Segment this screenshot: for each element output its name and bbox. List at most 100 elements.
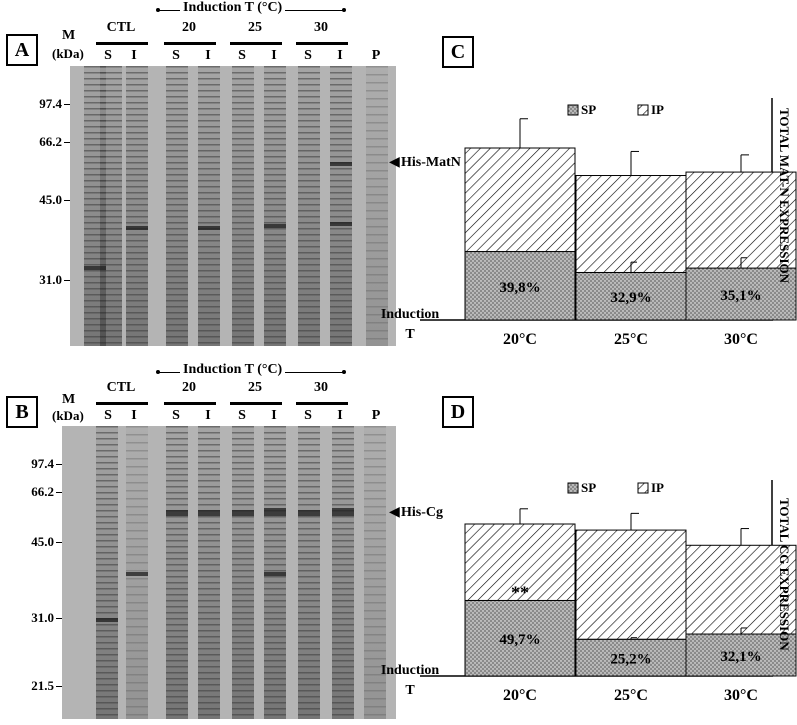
gel-lane: [298, 426, 320, 719]
group-bar-30-b: [296, 402, 348, 405]
marker-tick: [64, 104, 70, 105]
legend-swatch-sp: [567, 104, 579, 116]
gel-band: [126, 572, 148, 576]
bar-sp: [575, 271, 687, 321]
x-axis-label-line1: Induction: [381, 663, 440, 678]
lane-label: I: [337, 408, 343, 423]
group-bar-ctl-b: [96, 402, 148, 405]
side-label-d: TOTAL CG EXPRESSION: [777, 498, 792, 651]
marker-tick: [56, 464, 62, 465]
group-label-20-b: 20: [182, 380, 196, 395]
gel-lane: [232, 426, 254, 719]
panel-label-a: A: [6, 34, 38, 66]
gel-band: [264, 572, 286, 576]
legend-swatch-sp: [567, 482, 579, 494]
group-bar-30-a: [296, 42, 348, 45]
gel-band: [298, 510, 320, 516]
lane-label: I: [131, 48, 137, 63]
significance-annotation: **: [511, 582, 529, 602]
marker-tick: [64, 142, 70, 143]
marker-label: 97.4: [31, 456, 54, 471]
bracket-dot-right-b: [342, 370, 346, 374]
lane-label: S: [172, 48, 180, 63]
gel-lane: [126, 66, 148, 346]
x-tick-label: 25°C: [614, 331, 648, 348]
gel-lane: [298, 66, 320, 346]
lane-label: S: [304, 48, 312, 63]
gel-image-a: [70, 66, 396, 346]
marker-label: 66.2: [31, 484, 54, 499]
group-bar-25-b: [230, 402, 282, 405]
legend-label-ip: IP: [651, 480, 664, 495]
gel-band: [232, 510, 254, 516]
marker-tick: [64, 200, 70, 201]
lane-label: S: [104, 48, 112, 63]
lane-label: P: [371, 408, 381, 423]
lane-label: S: [172, 408, 180, 423]
panel-label-c: C: [442, 36, 474, 68]
bar-percent-label: 35,1%: [720, 288, 761, 304]
lane-label: I: [131, 408, 137, 423]
bar-ip: [464, 147, 576, 253]
marker-label: 45.0: [39, 192, 62, 207]
lane-label: I: [271, 48, 277, 63]
group-bar-ctl-a: [96, 42, 148, 45]
group-label-ctl-a: CTL: [106, 20, 136, 35]
lane-label: I: [205, 408, 211, 423]
bar-sp: [685, 633, 797, 677]
lane-label: P: [371, 48, 381, 63]
chart-d: SP IP 49,7% 20°C 25,2% 25°C 32,1% 30°C ** Inducti…: [381, 480, 797, 704]
bar-percent-label: 32,9%: [610, 290, 651, 306]
bar-sp: [575, 638, 687, 677]
gel-band: [330, 222, 352, 226]
gel-image-b: [62, 426, 396, 719]
bracket-dot-left-b: [156, 370, 160, 374]
x-axis-label-line2: T: [405, 327, 415, 342]
panel-label-d: D: [442, 396, 474, 428]
lane-label: S: [104, 408, 112, 423]
x-tick-label: 30°C: [724, 687, 758, 704]
lane-label: I: [337, 48, 343, 63]
group-label-30-a: 30: [314, 20, 328, 35]
induction-title-a: Induction T (°C): [180, 0, 286, 16]
bar-percent-label: 25,2%: [610, 652, 651, 668]
lane-label: I: [271, 408, 277, 423]
gel-lane: [332, 426, 354, 719]
protein-label-a: His-MatN: [401, 155, 461, 170]
legend-label-sp: SP: [581, 480, 596, 495]
lane-label: I: [205, 48, 211, 63]
marker-tick: [56, 618, 62, 619]
lane-label: S: [238, 48, 246, 63]
marker-tick: [64, 280, 70, 281]
gel-band: [126, 226, 148, 230]
lane-label: S: [238, 408, 246, 423]
group-label-25-a: 25: [248, 20, 262, 35]
group-label-25-b: 25: [248, 380, 262, 395]
gel-lane: [232, 66, 254, 346]
gel-band: [84, 266, 106, 270]
arrow-icon: ◀: [389, 155, 400, 170]
gel-lane: [198, 426, 220, 719]
bar-percent-label: 32,1%: [720, 649, 761, 665]
marker-label: 31.0: [31, 610, 54, 625]
gel-band: [198, 510, 220, 516]
bar-ip: [685, 544, 797, 635]
group-label-20-a: 20: [182, 20, 196, 35]
gel-lane: [264, 66, 286, 346]
marker-label: 31.0: [39, 272, 62, 287]
marker-header-b: M: [62, 392, 76, 407]
bar-sp: [464, 251, 576, 321]
chart-c: SP IP 39,8% 20°C 32,9% 25°C 35,1% 30°C Induction…: [381, 98, 797, 348]
panel-label-b: B: [6, 396, 38, 428]
legend-label-ip: IP: [651, 102, 664, 117]
x-tick-label: 20°C: [503, 687, 537, 704]
gel-band: [166, 510, 188, 516]
marker-label: 21.5: [31, 678, 54, 693]
marker-tick: [56, 686, 62, 687]
bar-ip: [575, 529, 687, 640]
group-label-30-b: 30: [314, 380, 328, 395]
x-tick-label: 20°C: [503, 331, 537, 348]
arrow-icon: ◀: [389, 505, 400, 520]
bracket-dot-left-a: [156, 8, 160, 12]
